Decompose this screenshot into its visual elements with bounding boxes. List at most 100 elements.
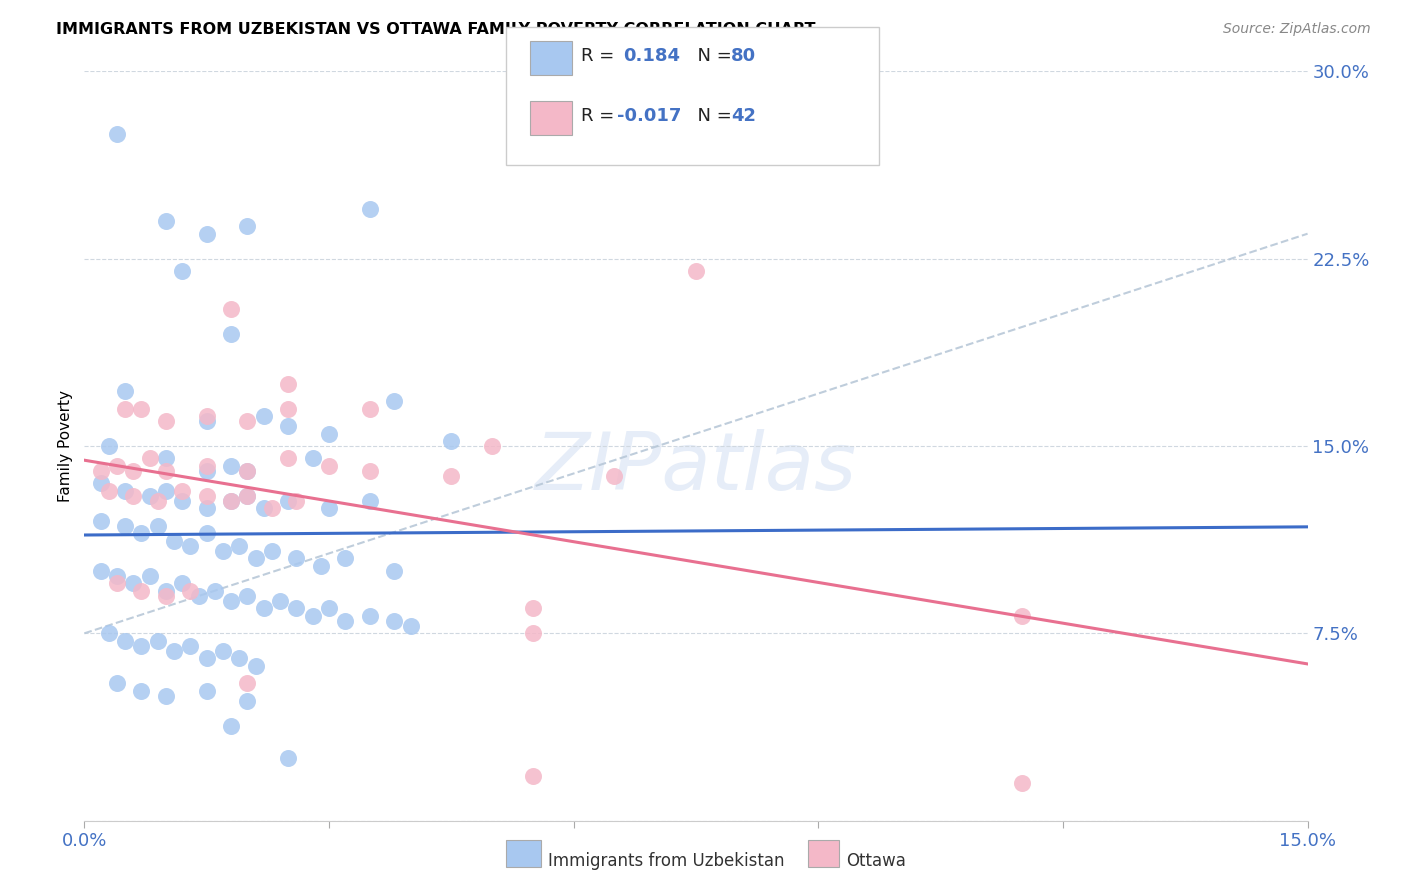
Point bbox=[131, 683, 153, 698]
Point bbox=[195, 409, 218, 423]
Point bbox=[105, 676, 128, 690]
Point bbox=[245, 551, 267, 566]
Point bbox=[219, 301, 242, 316]
Text: IMMIGRANTS FROM UZBEKISTAN VS OTTAWA FAMILY POVERTY CORRELATION CHART: IMMIGRANTS FROM UZBEKISTAN VS OTTAWA FAM… bbox=[56, 22, 815, 37]
Point bbox=[359, 464, 381, 478]
Point bbox=[204, 583, 226, 598]
Point bbox=[440, 434, 463, 448]
Point bbox=[359, 494, 381, 508]
Point bbox=[90, 564, 112, 578]
Point bbox=[114, 483, 136, 498]
Text: Ottawa: Ottawa bbox=[846, 852, 907, 870]
Point bbox=[219, 494, 242, 508]
Point bbox=[179, 583, 201, 598]
Point bbox=[172, 494, 194, 508]
Point bbox=[122, 576, 145, 591]
Point bbox=[105, 127, 128, 141]
Point bbox=[440, 469, 463, 483]
Point bbox=[122, 489, 145, 503]
Point bbox=[335, 614, 357, 628]
Point bbox=[138, 451, 160, 466]
Point bbox=[155, 414, 177, 428]
Point bbox=[195, 501, 218, 516]
Point bbox=[277, 451, 299, 466]
Text: Source: ZipAtlas.com: Source: ZipAtlas.com bbox=[1223, 22, 1371, 37]
Point bbox=[146, 519, 169, 533]
Point bbox=[155, 483, 177, 498]
Point bbox=[1011, 608, 1033, 623]
Point bbox=[105, 458, 128, 473]
Point bbox=[236, 676, 259, 690]
Point bbox=[481, 439, 503, 453]
Point bbox=[219, 494, 242, 508]
Point bbox=[195, 458, 218, 473]
Point bbox=[195, 464, 218, 478]
Point bbox=[212, 644, 235, 658]
Point bbox=[245, 658, 267, 673]
Point bbox=[219, 458, 242, 473]
Point bbox=[318, 601, 340, 615]
Point bbox=[269, 594, 291, 608]
Point bbox=[236, 694, 259, 708]
Point bbox=[253, 601, 276, 615]
Point bbox=[236, 464, 259, 478]
Text: R =: R = bbox=[581, 107, 620, 125]
Point bbox=[114, 401, 136, 416]
Point bbox=[219, 594, 242, 608]
Point bbox=[285, 494, 308, 508]
Point bbox=[163, 533, 186, 548]
Point bbox=[285, 601, 308, 615]
Point bbox=[260, 544, 283, 558]
Point bbox=[187, 589, 209, 603]
Point bbox=[179, 539, 201, 553]
Point bbox=[114, 519, 136, 533]
Point bbox=[277, 751, 299, 765]
Point bbox=[335, 551, 357, 566]
Point bbox=[522, 769, 544, 783]
Point bbox=[105, 569, 128, 583]
Text: 42: 42 bbox=[731, 107, 756, 125]
Point bbox=[155, 451, 177, 466]
Point bbox=[131, 639, 153, 653]
Point bbox=[1011, 776, 1033, 790]
Point bbox=[114, 633, 136, 648]
Point bbox=[359, 608, 381, 623]
Point bbox=[195, 227, 218, 241]
Point bbox=[179, 639, 201, 653]
Point bbox=[155, 464, 177, 478]
Point bbox=[236, 414, 259, 428]
Point bbox=[219, 326, 242, 341]
Point bbox=[522, 626, 544, 640]
Point bbox=[172, 483, 194, 498]
Point bbox=[138, 489, 160, 503]
Point bbox=[382, 394, 405, 409]
Text: 0.184: 0.184 bbox=[623, 47, 681, 65]
Point bbox=[318, 458, 340, 473]
Point bbox=[114, 384, 136, 398]
Point bbox=[155, 589, 177, 603]
Point bbox=[318, 501, 340, 516]
Point bbox=[90, 514, 112, 528]
Point bbox=[219, 719, 242, 733]
Point bbox=[382, 614, 405, 628]
Text: Immigrants from Uzbekistan: Immigrants from Uzbekistan bbox=[548, 852, 785, 870]
Point bbox=[359, 202, 381, 216]
Point bbox=[359, 401, 381, 416]
Text: 80: 80 bbox=[731, 47, 756, 65]
Point bbox=[90, 464, 112, 478]
Y-axis label: Family Poverty: Family Poverty bbox=[58, 390, 73, 502]
Point bbox=[228, 651, 250, 665]
Text: N =: N = bbox=[686, 47, 738, 65]
Point bbox=[172, 264, 194, 278]
Point bbox=[172, 576, 194, 591]
Text: -0.017: -0.017 bbox=[617, 107, 682, 125]
Text: R =: R = bbox=[581, 47, 620, 65]
Point bbox=[236, 219, 259, 234]
Point bbox=[685, 264, 707, 278]
Point bbox=[97, 626, 120, 640]
Point bbox=[155, 214, 177, 228]
Point bbox=[105, 576, 128, 591]
Text: ZIPatlas: ZIPatlas bbox=[534, 429, 858, 508]
Point bbox=[146, 633, 169, 648]
Point bbox=[603, 469, 626, 483]
